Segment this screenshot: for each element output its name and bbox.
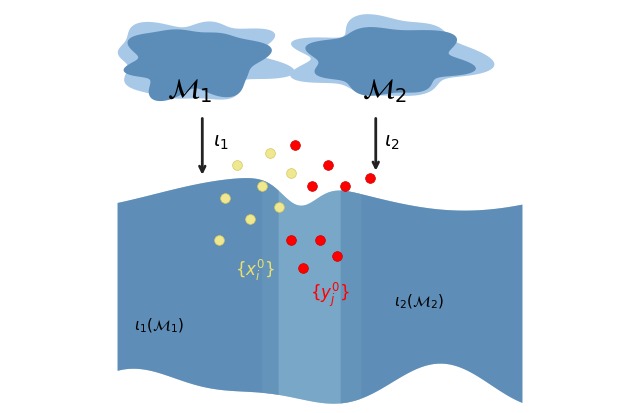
Polygon shape <box>118 178 278 395</box>
Polygon shape <box>262 180 362 404</box>
Text: $\mathcal{M}_1$: $\mathcal{M}_1$ <box>167 77 212 105</box>
Polygon shape <box>124 29 272 101</box>
Text: $\mathcal{M}_2$: $\mathcal{M}_2$ <box>362 77 406 105</box>
Text: $\iota_2(\mathcal{M}_2)$: $\iota_2(\mathcal{M}_2)$ <box>394 292 444 311</box>
Text: $\{x_i^0\}$: $\{x_i^0\}$ <box>236 258 275 283</box>
Text: $\{y_j^0\}$: $\{y_j^0\}$ <box>310 281 349 309</box>
Text: $\iota_1(\mathcal{M}_1)$: $\iota_1(\mathcal{M}_1)$ <box>134 317 184 335</box>
Polygon shape <box>118 21 294 100</box>
Text: $\iota_1$: $\iota_1$ <box>212 133 228 152</box>
Polygon shape <box>118 178 522 404</box>
Polygon shape <box>340 190 522 404</box>
Text: $\iota_2$: $\iota_2$ <box>384 133 400 152</box>
Polygon shape <box>305 27 476 96</box>
Polygon shape <box>291 14 494 96</box>
